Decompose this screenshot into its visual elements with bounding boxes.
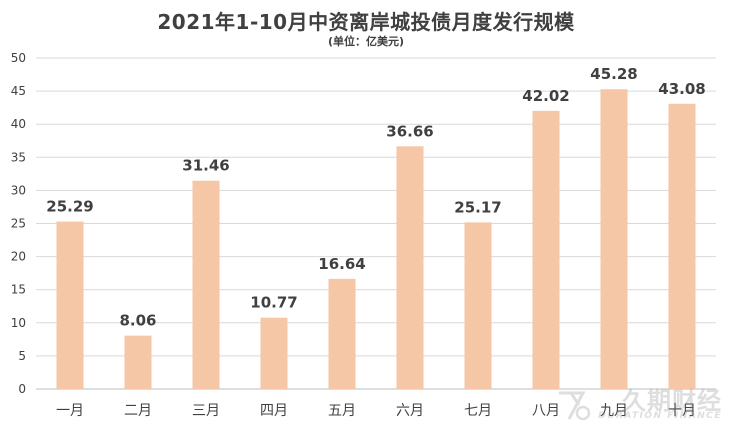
bar-value-labels: 25.29 8.06 31.46 10.77 16.64 36.66 25.17 42.02 4… xyxy=(46,65,705,329)
y-tick-label: 40 xyxy=(11,117,26,131)
bar-value-label: 25.17 xyxy=(454,198,501,216)
bar xyxy=(396,146,424,389)
bar-value-label: 16.64 xyxy=(318,255,365,273)
duration-finance-logo-icon xyxy=(559,391,591,421)
y-tick-label: 5 xyxy=(18,349,26,363)
x-tick-label: 十月 xyxy=(668,403,696,419)
bar xyxy=(532,110,560,389)
y-tick-label: 30 xyxy=(11,183,26,197)
bar xyxy=(124,335,152,389)
chart-title: 2021年1-10月中资离岸城投债月度发行规模 xyxy=(157,10,575,34)
x-tick-label: 三月 xyxy=(192,403,220,419)
y-tick-label: 35 xyxy=(11,150,26,164)
bar xyxy=(56,221,84,389)
y-tick-label: 20 xyxy=(11,250,26,264)
bar xyxy=(600,89,628,389)
watermark-cn-text: 久期财经 xyxy=(622,387,722,415)
y-tick-label: 25 xyxy=(11,217,26,231)
bars xyxy=(56,89,696,390)
bar xyxy=(464,222,492,389)
y-tick-label: 45 xyxy=(11,84,26,98)
x-tick-label: 四月 xyxy=(260,403,288,419)
x-tick-label: 五月 xyxy=(328,403,356,419)
x-tick-label: 六月 xyxy=(396,403,424,419)
y-tick-label: 15 xyxy=(11,283,26,297)
bar xyxy=(328,278,356,389)
bar-value-label: 42.02 xyxy=(522,87,569,105)
bar xyxy=(668,103,696,390)
y-tick-label: 0 xyxy=(18,382,26,396)
x-tick-label: 八月 xyxy=(532,403,560,419)
bar-value-label: 43.08 xyxy=(658,80,705,98)
x-axis-ticks: 一月 二月 三月 四月 五月 六月 七月 八月 九月 十月 xyxy=(56,403,696,419)
bar-value-label: 45.28 xyxy=(590,65,637,83)
bar-value-label: 8.06 xyxy=(119,312,156,330)
bar xyxy=(260,317,288,389)
bar-value-label: 10.77 xyxy=(250,294,297,312)
duration-finance-watermark: 久期财经 DURATION FINANCE xyxy=(551,381,726,431)
x-tick-label: 一月 xyxy=(56,403,84,419)
watermark-en-text: DURATION FINANCE xyxy=(598,411,722,421)
x-tick-label: 九月 xyxy=(600,403,628,419)
y-tick-label: 10 xyxy=(11,316,26,330)
y-axis-ticks: 0 5 10 15 20 25 30 35 40 45 50 xyxy=(11,51,26,396)
bar-value-label: 31.46 xyxy=(182,157,229,175)
y-tick-label: 50 xyxy=(11,51,26,65)
bar xyxy=(192,180,220,389)
chart-subtitle: (单位：亿美元) xyxy=(327,35,405,48)
x-tick-label: 二月 xyxy=(124,403,152,419)
bar-value-label: 25.29 xyxy=(46,198,93,216)
bar-value-label: 36.66 xyxy=(386,122,433,140)
x-tick-label: 七月 xyxy=(464,403,492,419)
